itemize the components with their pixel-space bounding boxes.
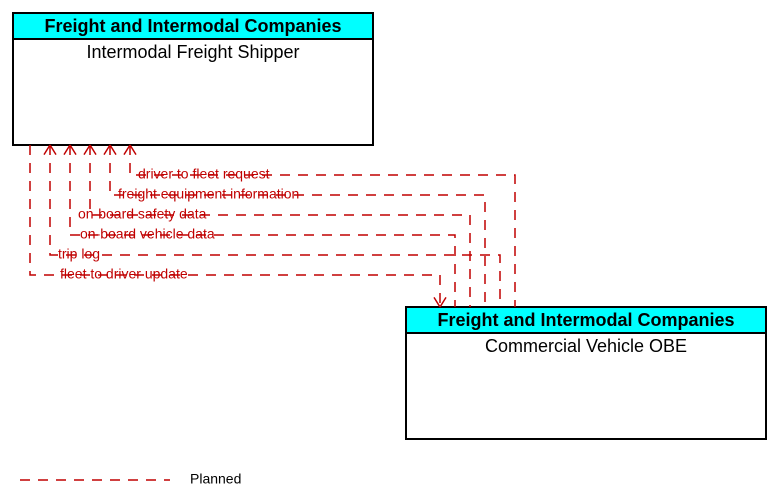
node-bottom-body: Commercial Vehicle OBE (485, 336, 687, 356)
node-top-body: Intermodal Freight Shipper (86, 42, 299, 62)
legend: Planned (20, 471, 241, 487)
node-bottom-header: Freight and Intermodal Companies (437, 310, 734, 330)
flow-label-3: on-board vehicle data (80, 226, 215, 242)
legend-label: Planned (190, 471, 241, 487)
architecture-diagram: Freight and Intermodal Companies Intermod… (0, 0, 782, 503)
flow-label-1: freight equipment information (118, 186, 299, 202)
node-bottom: Freight and Intermodal Companies Commerci… (406, 307, 766, 439)
flow-label-4: trip log (58, 246, 100, 262)
node-top-header: Freight and Intermodal Companies (44, 16, 341, 36)
flow-label-0: driver to fleet request (138, 166, 270, 182)
flow-label-5: fleet to driver update (60, 266, 188, 282)
flow-label-2: on-board safety data (78, 206, 207, 222)
node-top: Freight and Intermodal Companies Intermod… (13, 13, 373, 145)
